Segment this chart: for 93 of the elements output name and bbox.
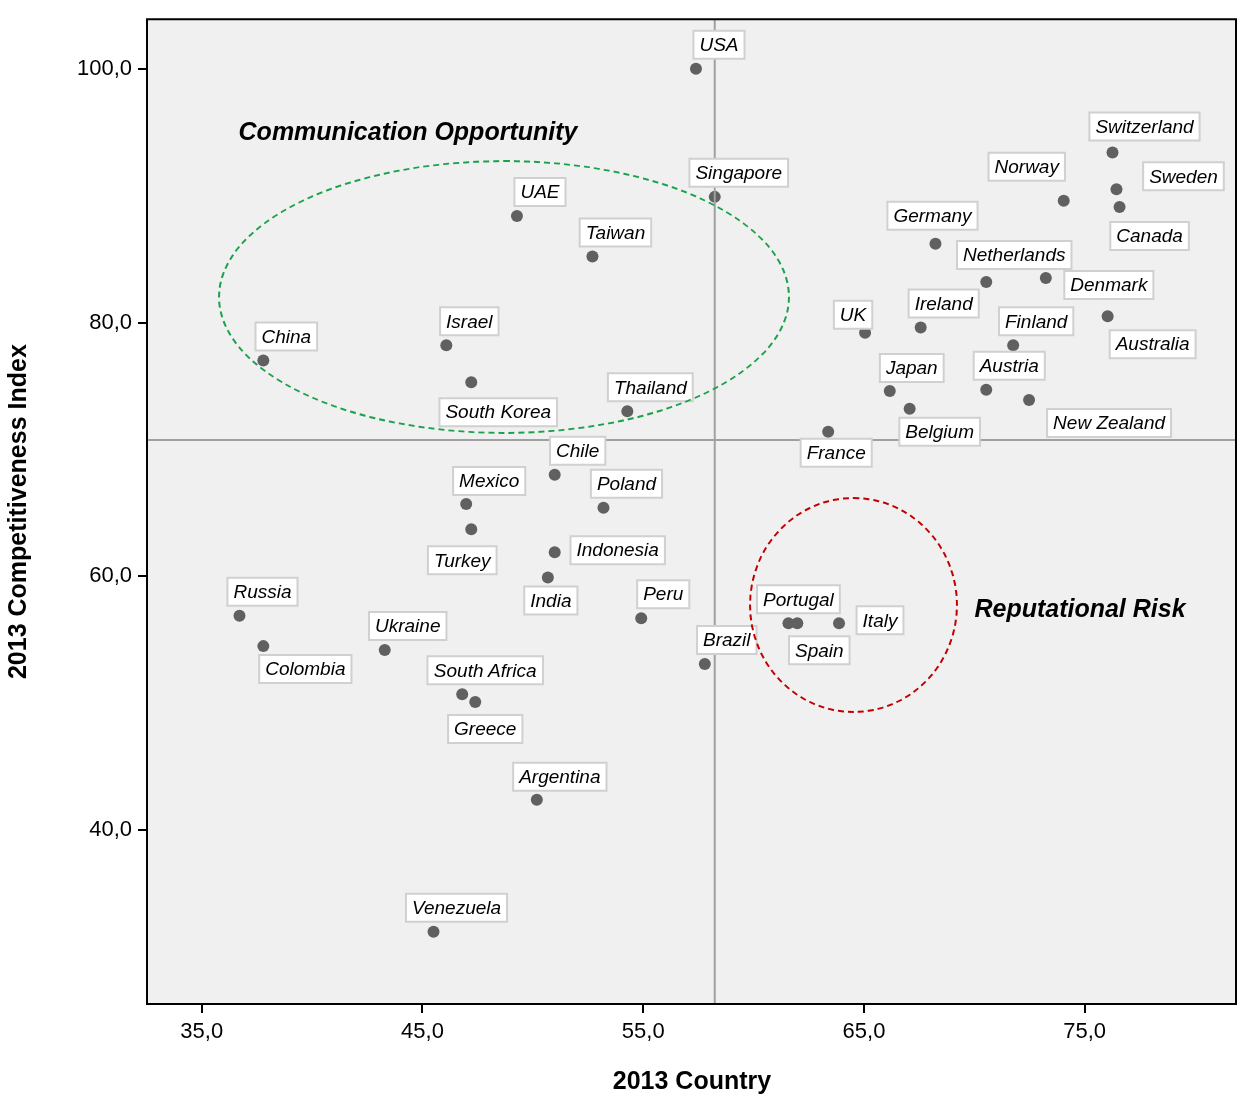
annotation: Reputational Risk bbox=[974, 593, 1187, 622]
y-tick-label: 100,0 bbox=[76, 54, 132, 80]
series-label: Belgium bbox=[905, 421, 974, 443]
series-label: Peru bbox=[643, 583, 684, 605]
y-tick-label: 80,0 bbox=[89, 308, 132, 334]
series-label: Indonesia bbox=[576, 539, 659, 561]
series-label: Spain bbox=[794, 639, 844, 661]
series-label: Japan bbox=[884, 357, 938, 379]
point bbox=[440, 339, 453, 352]
x-tick-label: 65,0 bbox=[842, 1018, 886, 1044]
series-label: Denmark bbox=[1070, 274, 1149, 296]
series-label: Greece bbox=[454, 718, 517, 740]
point bbox=[914, 321, 927, 334]
series-label: Israel bbox=[446, 310, 494, 332]
series-label: Germany bbox=[893, 205, 974, 227]
point bbox=[548, 546, 561, 559]
point bbox=[586, 250, 599, 263]
point bbox=[510, 209, 523, 222]
point bbox=[698, 657, 711, 670]
point bbox=[1023, 393, 1036, 406]
point bbox=[635, 612, 648, 625]
series-label: Austria bbox=[978, 355, 1039, 377]
y-tick-label: 60,0 bbox=[89, 562, 132, 588]
series-label: Russia bbox=[233, 580, 292, 602]
point bbox=[1101, 310, 1114, 323]
series-label: UK bbox=[839, 303, 868, 325]
series-label: Argentina bbox=[518, 765, 601, 787]
point bbox=[833, 617, 846, 630]
point bbox=[541, 571, 554, 584]
point bbox=[1057, 194, 1070, 207]
point bbox=[883, 385, 896, 398]
point bbox=[1106, 146, 1119, 159]
point bbox=[980, 383, 993, 396]
y-axis-title: 2013 Competitiveness Index bbox=[2, 344, 31, 680]
x-tick-label: 35,0 bbox=[180, 1018, 224, 1044]
series-label: Ukraine bbox=[374, 615, 441, 637]
point bbox=[1039, 272, 1052, 285]
series-label: Netherlands bbox=[963, 244, 1066, 266]
series-label: New Zealand bbox=[1053, 412, 1167, 434]
series-label: Finland bbox=[1005, 310, 1069, 332]
y-tick-label: 40,0 bbox=[89, 816, 132, 842]
point bbox=[257, 640, 270, 653]
point bbox=[822, 425, 835, 438]
point bbox=[929, 237, 942, 250]
series-label: South Africa bbox=[433, 659, 537, 681]
x-axis-title: 2013 Country bbox=[612, 1065, 772, 1094]
series-label: India bbox=[530, 589, 572, 611]
point bbox=[548, 468, 561, 481]
series-label: Portugal bbox=[763, 588, 835, 610]
series-label: Ireland bbox=[914, 292, 975, 314]
point bbox=[257, 354, 270, 367]
series-label: Taiwan bbox=[585, 221, 646, 243]
point bbox=[1113, 201, 1126, 214]
point bbox=[1110, 183, 1123, 196]
point bbox=[465, 376, 478, 389]
series-label: Venezuela bbox=[411, 896, 502, 918]
point bbox=[903, 402, 916, 415]
series-label: Thailand bbox=[613, 376, 689, 398]
series-label: Poland bbox=[596, 473, 658, 495]
x-tick-label: 45,0 bbox=[401, 1018, 444, 1044]
x-tick-label: 75,0 bbox=[1063, 1018, 1107, 1044]
point bbox=[233, 609, 246, 622]
series-label: Canada bbox=[1116, 225, 1183, 247]
point bbox=[456, 688, 469, 701]
point bbox=[689, 62, 702, 75]
series-label: Australia bbox=[1114, 333, 1190, 355]
point bbox=[460, 497, 473, 510]
series-label: Sweden bbox=[1149, 165, 1218, 187]
series-label: Singapore bbox=[695, 162, 783, 184]
series-label: Mexico bbox=[459, 470, 520, 492]
point bbox=[597, 501, 610, 514]
series-label: Chile bbox=[556, 440, 600, 462]
series-label: USA bbox=[699, 33, 739, 55]
series-label: Colombia bbox=[265, 658, 346, 680]
point bbox=[530, 793, 543, 806]
series-label: Switzerland bbox=[1095, 115, 1196, 137]
point bbox=[469, 695, 482, 708]
point bbox=[1007, 339, 1020, 352]
series-label: UAE bbox=[520, 181, 560, 203]
series-label: South Korea bbox=[445, 401, 552, 423]
x-tick-label: 55,0 bbox=[621, 1018, 665, 1044]
series-label: China bbox=[261, 325, 312, 347]
point bbox=[378, 643, 391, 656]
annotation: Communication Opportunity bbox=[238, 116, 579, 145]
point bbox=[465, 523, 478, 536]
series-label: Turkey bbox=[433, 549, 493, 571]
point bbox=[621, 405, 634, 418]
point bbox=[980, 275, 993, 288]
series-label: Italy bbox=[862, 609, 899, 631]
point bbox=[427, 925, 440, 938]
series-label: France bbox=[806, 441, 866, 463]
series-label: Brazil bbox=[703, 629, 752, 651]
series-label: Norway bbox=[994, 155, 1061, 177]
